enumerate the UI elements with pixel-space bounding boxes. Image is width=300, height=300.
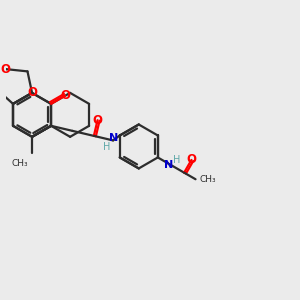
Text: H: H (173, 155, 180, 165)
Text: N: N (110, 134, 118, 143)
Text: O: O (27, 86, 37, 99)
Text: CH₃: CH₃ (11, 159, 28, 168)
Text: O: O (60, 89, 70, 102)
Text: O: O (92, 114, 103, 127)
Text: O: O (186, 154, 197, 166)
Text: H: H (103, 142, 110, 152)
Text: O: O (1, 63, 10, 76)
Text: CH₃: CH₃ (200, 175, 217, 184)
Text: N: N (164, 160, 173, 170)
